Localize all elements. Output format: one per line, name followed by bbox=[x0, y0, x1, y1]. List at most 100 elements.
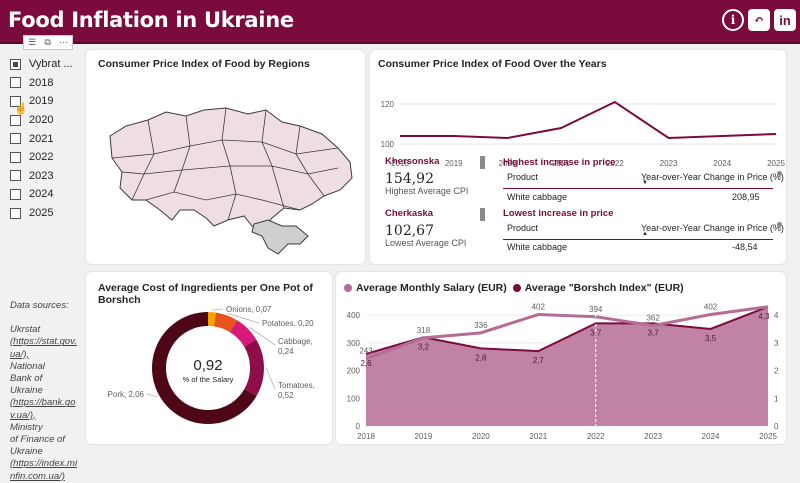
highest-col-product[interactable]: Product bbox=[507, 172, 539, 182]
donut-label: Tomatoes, bbox=[278, 381, 315, 390]
highest-scroll-dot[interactable] bbox=[777, 171, 782, 176]
donut-label-value: 0,24 bbox=[278, 347, 294, 356]
donut-slice[interactable] bbox=[244, 339, 264, 396]
highest-product: White cabbage bbox=[507, 192, 568, 202]
report-header: Food Inflation in Ukraine i ↶ in bbox=[0, 0, 800, 44]
cpi-xtick: 2018 bbox=[391, 159, 409, 168]
salary-xtick: 2022 bbox=[587, 432, 605, 441]
slicer-item[interactable]: 2025 bbox=[10, 204, 80, 223]
lowest-product: White cabbage bbox=[507, 242, 568, 252]
salary-xtick: 2018 bbox=[357, 432, 375, 441]
highest-table-title: Highest increase in price bbox=[503, 157, 616, 168]
borshch-index-area[interactable] bbox=[366, 306, 768, 426]
cpi-years-title: Consumer Price Index of Food Over the Ye… bbox=[378, 58, 607, 70]
salary-ytick-right: 0 bbox=[774, 422, 779, 431]
slicer-item[interactable]: 2020 bbox=[10, 111, 80, 130]
donut-slice[interactable] bbox=[229, 320, 257, 347]
linkedin-icon[interactable]: in bbox=[774, 9, 796, 31]
cpi-ytick: 120 bbox=[381, 100, 395, 109]
cpi-line-chart[interactable]: 100 120 2018 2019 2020 2021 2022 2023 2024 2025 bbox=[370, 82, 786, 182]
source-line[interactable]: (https://stat.gov. bbox=[10, 336, 77, 348]
year-slicer: Vybrat ... 2018 2019 2020 2021 2022 2023 2024 20… bbox=[10, 55, 80, 222]
borshch-data-label: 2,6 bbox=[360, 359, 372, 368]
salary-xtick: 2024 bbox=[702, 432, 720, 441]
slicer-item[interactable]: 2019 bbox=[10, 92, 80, 111]
ukraine-map[interactable] bbox=[86, 50, 365, 264]
slicer-item[interactable]: Vybrat ... bbox=[10, 55, 80, 74]
slicer-checkbox[interactable] bbox=[10, 170, 21, 182]
salary-ytick-left: 400 bbox=[347, 311, 361, 320]
cpi-xtick: 2023 bbox=[660, 159, 678, 168]
lowest-col-change[interactable]: Year-over-Year Change in Price (%) bbox=[641, 223, 784, 233]
salary-line[interactable] bbox=[365, 305, 769, 361]
cpi-xtick: 2020 bbox=[499, 159, 517, 168]
focus-mode-icon[interactable]: ⧉ bbox=[44, 37, 51, 47]
slicer-item[interactable]: 2023 bbox=[10, 167, 80, 186]
highest-table-divider bbox=[503, 188, 773, 189]
lowest-scroll-dot[interactable] bbox=[777, 222, 782, 227]
back-icon[interactable]: ↶ bbox=[748, 9, 770, 31]
cpi-series-line[interactable] bbox=[400, 100, 777, 140]
salary-borshch-chart[interactable]: 0 100 200 300 400 0 1 2 3 4 243 318 336 402 394 362 402 2… bbox=[336, 294, 786, 444]
cpi-xtick: 2021 bbox=[552, 159, 570, 168]
source-line[interactable]: (https://index.mi bbox=[10, 458, 78, 470]
slicer-checkbox[interactable] bbox=[10, 133, 21, 145]
salary-xtick: 2021 bbox=[529, 432, 547, 441]
kpi-lowest-marker bbox=[480, 208, 485, 221]
borshch-donut-chart[interactable]: Onions, 0,07 Potatoes, 0,20 Cabbage,0,24 To… bbox=[86, 294, 332, 444]
slicer-checkbox[interactable] bbox=[10, 58, 21, 70]
donut-label: Potatoes, 0,20 bbox=[262, 319, 314, 328]
borshch-data-label: 4,3 bbox=[758, 312, 770, 321]
sort-asc-icon[interactable]: ▲ bbox=[642, 231, 648, 237]
data-sources: Data sources: Ukrstat (https://stat.gov. u… bbox=[10, 300, 78, 483]
slicer-item-label: 2025 bbox=[29, 207, 54, 220]
slicer-item[interactable]: 2021 bbox=[10, 129, 80, 148]
legend-item[interactable]: Average "Borshch Index" (EUR) bbox=[512, 282, 684, 294]
donut-label: Onions, 0,07 bbox=[226, 305, 272, 314]
slicer-checkbox[interactable] bbox=[10, 95, 21, 107]
kpi-highest-marker bbox=[480, 156, 485, 169]
salary-ytick-left: 100 bbox=[347, 394, 361, 403]
highest-col-change[interactable]: Year-over-Year Change in Price (%) bbox=[641, 172, 784, 182]
borshch-data-label: 3,2 bbox=[418, 342, 430, 351]
slicer-item-label: 2020 bbox=[29, 114, 54, 127]
info-icon[interactable]: i bbox=[722, 9, 744, 31]
more-options-icon[interactable]: ⋯ bbox=[58, 37, 68, 47]
slicer-checkbox[interactable] bbox=[10, 114, 21, 126]
legend-dot bbox=[344, 284, 352, 292]
borshch-data-label: 2,7 bbox=[533, 356, 545, 365]
kpi-lowest-value: 102,67 bbox=[385, 223, 434, 239]
source-line: ua/), bbox=[10, 348, 30, 360]
salary-legend: Average Monthly Salary (EUR) Average "Bor… bbox=[344, 282, 690, 294]
borshch-index-line[interactable] bbox=[365, 305, 769, 355]
borshch-data-label: 3,7 bbox=[590, 328, 602, 337]
slicer-checkbox[interactable] bbox=[10, 207, 21, 219]
slicer-item[interactable]: 2022 bbox=[10, 148, 80, 167]
legend-item[interactable]: Average Monthly Salary (EUR) bbox=[344, 282, 507, 294]
donut-slice[interactable] bbox=[208, 312, 216, 327]
sort-desc-icon[interactable]: ▼ bbox=[642, 180, 648, 186]
borshch-data-label: 3,5 bbox=[705, 334, 717, 343]
slicer-checkbox[interactable] bbox=[10, 151, 21, 163]
salary-panel: Average Monthly Salary (EUR) Average "Bor… bbox=[336, 272, 786, 444]
donut-slice[interactable] bbox=[213, 312, 238, 333]
borshch-data-label: 2,8 bbox=[475, 353, 487, 362]
source-line: Ukraine bbox=[10, 446, 43, 458]
slicer-item-label: 2022 bbox=[29, 151, 54, 164]
slicer-checkbox[interactable] bbox=[10, 77, 21, 89]
filter-icon[interactable]: ☰ bbox=[28, 37, 37, 47]
borshch-title: Average Cost of Ingredients per One Pot … bbox=[98, 282, 313, 306]
salary-ytick-left: 300 bbox=[347, 339, 361, 348]
lowest-value: -48,54 bbox=[732, 242, 758, 252]
slicer-item[interactable]: 2018 bbox=[10, 74, 80, 93]
lowest-col-product[interactable]: Product bbox=[507, 223, 539, 233]
slicer-item-label: 2021 bbox=[29, 132, 54, 145]
source-line[interactable]: (https://bank.go bbox=[10, 397, 76, 409]
cpi-xtick: 2019 bbox=[445, 159, 463, 168]
cpi-xtick: 2022 bbox=[606, 159, 624, 168]
slicer-item[interactable]: 2024 bbox=[10, 185, 80, 204]
salary-data-label: 336 bbox=[474, 321, 488, 330]
slicer-checkbox[interactable] bbox=[10, 188, 21, 200]
cpi-ytick: 100 bbox=[381, 140, 395, 149]
salary-data-label: 362 bbox=[646, 314, 660, 323]
